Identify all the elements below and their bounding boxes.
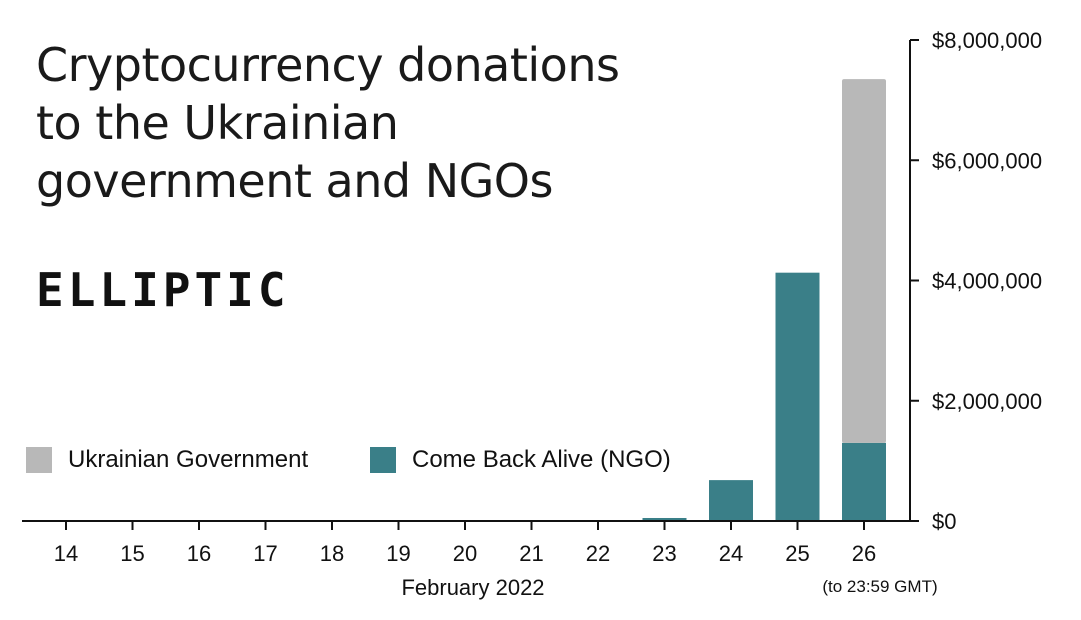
chart-title-line-2: to the Ukrainian [36,96,399,150]
x-ticks-group: 14 15 16 17 18 19 20 21 22 23 24 25 26 [54,521,876,566]
x-tick-label-14: 14 [54,541,78,566]
x-tick-label-18: 18 [320,541,344,566]
legend-swatch-ngo [370,447,396,473]
x-tick-label-15: 15 [120,541,144,566]
bar-ngo-26 [842,442,886,521]
bar-ngo-24 [709,480,753,521]
y-tick-label-0: $0 [932,509,956,534]
x-tick-label-25: 25 [785,541,809,566]
bar-ngo-23 [642,517,687,521]
x-tick-label-19: 19 [386,541,410,566]
x-tick-label-20: 20 [453,541,477,566]
brand-logo: ELLIPTIC [36,263,290,317]
y-ticks-group: $0 $2,000,000 $4,000,000 $6,000,000 $8,000,0… [910,28,1042,534]
x-axis-label: February 2022 [401,575,544,600]
x-tick-label-26: 26 [852,541,876,566]
x-tick-label-16: 16 [187,541,211,566]
y-tick-label-2: $4,000,000 [932,269,1042,294]
y-tick-label-3: $6,000,000 [932,148,1042,173]
x-axis-note: (to 23:59 GMT) [822,577,937,596]
legend-swatch-government [26,447,52,473]
x-tick-label-17: 17 [253,541,277,566]
bar-government-26 [842,79,886,443]
bars-group [642,79,886,521]
chart-title: Cryptocurrency donations to the Ukrainia… [36,36,620,210]
y-tick-label-4: $8,000,000 [932,28,1042,53]
x-tick-label-24: 24 [719,541,743,566]
legend-label-ngo: Come Back Alive (NGO) [412,446,671,473]
legend-item-government: Ukrainian Government [26,446,308,474]
x-tick-label-22: 22 [586,541,610,566]
x-tick-label-23: 23 [652,541,676,566]
y-tick-label-1: $2,000,000 [932,389,1042,414]
legend-label-government: Ukrainian Government [68,446,309,473]
chart-title-line-1: Cryptocurrency donations [36,38,620,92]
bar-ngo-25 [775,272,820,521]
x-tick-label-21: 21 [519,541,543,566]
legend-item-ngo: Come Back Alive (NGO) [370,446,671,474]
chart-title-line-3: government and NGOs [36,154,553,208]
